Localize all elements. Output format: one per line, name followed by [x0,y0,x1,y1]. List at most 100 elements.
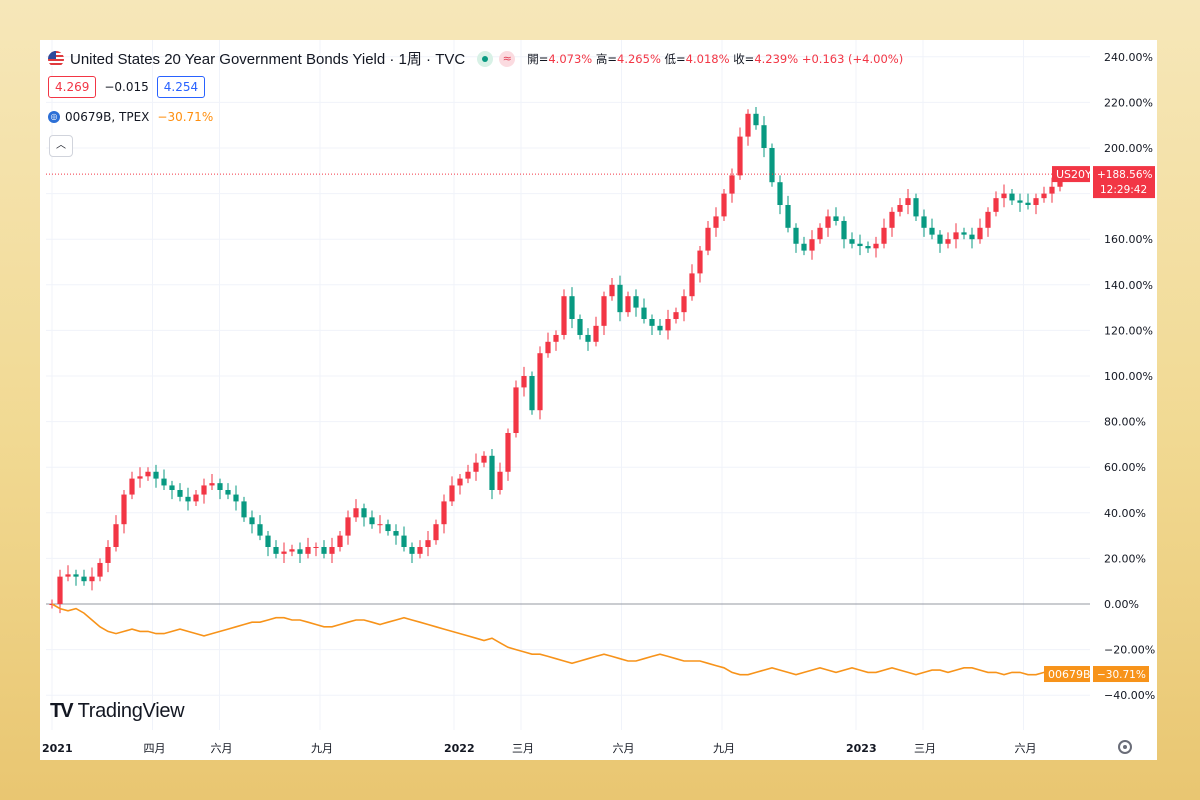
candle-body [673,312,679,319]
bid-ask-row: 4.269 −0.015 4.254 [48,76,206,98]
candle-body [81,576,87,582]
candle-body [105,547,111,563]
candle-body [177,490,183,497]
candle-body [881,227,887,244]
us20y-countdown: 12:29:42 [1100,184,1147,196]
candle-body [689,273,695,297]
candle-body [553,334,559,342]
candle-body [449,485,455,502]
candle-body [817,227,823,240]
candle-body [1033,198,1039,205]
y-tick-label: 140.00% [1104,279,1153,292]
candle-body [561,296,567,335]
y-tick-label: 200.00% [1104,142,1153,155]
candle-body [497,471,503,490]
candle-body [161,478,167,486]
candle-body [745,113,751,137]
candle-body [913,198,919,217]
candle-body [481,455,487,463]
candle-body [985,211,991,228]
y-tick-label: 100.00% [1104,370,1153,383]
candle-body [361,508,367,518]
candle-body [977,227,983,240]
chart-panel[interactable]: 240.00%220.00%200.00%180.00%160.00%140.0… [40,40,1157,760]
tpex-symbol-icon: ◎ [48,111,60,123]
candle-body [737,136,743,176]
approx-data-icon[interactable]: ≈ [499,50,516,67]
candle-body [681,296,687,313]
ohlc-values: 開=4.073% 高=4.265% 低=4.018% 收=4.239% +0.1… [527,51,903,67]
us20y-axis-tag [1052,166,1090,183]
candle-body [593,325,599,342]
candle-body [249,517,255,525]
candle-body [89,576,95,582]
x-tick-label: 六月 [1015,742,1037,755]
us20y-axis-tag-label: US20Y [1056,168,1092,181]
candle-body [921,216,927,228]
candle-body [193,494,199,502]
candle-body [97,562,103,577]
x-tick-label: 三月 [914,742,936,755]
us-flag-icon [48,50,64,67]
candle-body [633,296,639,308]
candle-body [369,517,375,525]
candle-body [809,239,815,251]
candle-body [57,576,63,604]
symbol-title[interactable]: United States 20 Year Government Bonds Y… [70,51,466,68]
candle-body [73,574,79,577]
tradingview-logo[interactable]: TV TradingView [50,700,185,723]
candle-body [953,232,959,240]
candle-body [505,433,511,472]
tradingview-logo-icon: TV [50,700,74,722]
candle-body [65,574,71,577]
candle-body [937,234,943,244]
sell-price-button[interactable]: 4.269 [48,76,97,98]
candle-body [121,494,127,525]
candle-body [889,211,895,228]
candle-body [873,243,879,249]
spread-value: −0.015 [104,80,149,94]
settings-icon[interactable] [1118,740,1132,754]
close-value: 4.239% [754,51,799,66]
candle-body [849,239,855,244]
x-tick-label: 2021 [42,742,73,755]
candle-body [433,524,439,541]
candle-body [169,485,175,490]
candle-body [665,319,671,331]
candle-body [145,471,151,477]
y-tick-label: 120.00% [1104,324,1153,337]
candle-body [729,175,735,194]
candle-body [793,227,799,244]
chevron-up-icon: ︿ [56,140,66,151]
compare-symbol[interactable]: 00679B, TPEX [65,110,150,124]
candle-body [969,234,975,240]
y-tick-label: −40.00% [1104,689,1155,702]
00679b-axis-tag-label: 00679B [1048,668,1091,681]
candle-body [425,540,431,547]
candle-body [401,535,407,547]
candle-body [697,250,703,274]
candle-body [153,471,159,479]
candle-body [865,246,871,249]
compare-change: −30.71% [157,110,214,124]
candle-body [513,387,519,433]
price-chart[interactable]: 240.00%220.00%200.00%180.00%160.00%140.0… [40,40,1157,760]
candle-body [753,113,759,126]
x-tick-label: 2023 [846,742,877,755]
low-label: 低= [664,51,686,66]
candle-body [305,547,311,554]
candle-body [785,205,791,228]
x-tick-label: 六月 [211,742,233,755]
y-tick-label: 240.00% [1104,51,1153,64]
candle-body [1041,193,1047,199]
candle-body [833,216,839,221]
buy-price-button[interactable]: 4.254 [156,76,206,98]
collapse-legend-button[interactable]: ︿ [49,135,73,157]
candle-body [241,501,247,518]
candle-body [353,508,359,518]
candle-body [1025,202,1031,205]
compare-symbol-row[interactable]: ◎ 00679B, TPEX −30.71% [48,110,213,124]
market-status-icon[interactable] [477,50,494,67]
candle-body [201,485,207,495]
candle-body [233,494,239,502]
